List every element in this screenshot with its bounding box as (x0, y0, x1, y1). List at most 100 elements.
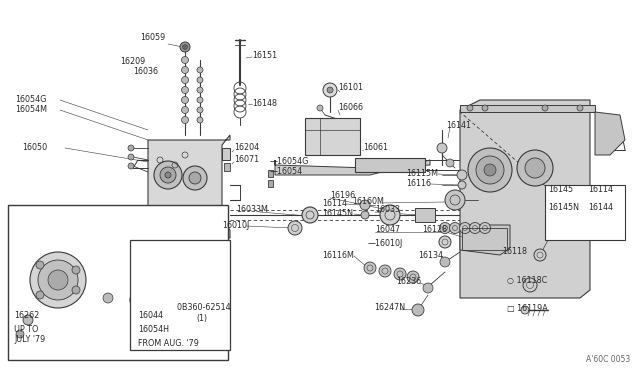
Polygon shape (595, 112, 625, 155)
Circle shape (407, 271, 419, 283)
Text: —16054: —16054 (270, 167, 303, 176)
Circle shape (103, 293, 113, 303)
Text: 16054G: 16054G (15, 96, 46, 105)
Circle shape (445, 190, 465, 210)
Circle shape (23, 315, 33, 325)
Circle shape (38, 260, 78, 300)
Text: 16066: 16066 (338, 103, 363, 112)
Text: 16145: 16145 (548, 186, 573, 195)
Text: 16151: 16151 (252, 51, 277, 60)
Text: FROM AUG. '79: FROM AUG. '79 (138, 340, 199, 349)
Circle shape (128, 145, 134, 151)
Text: 16061: 16061 (363, 144, 388, 153)
Text: JULY '79: JULY '79 (14, 336, 45, 344)
Circle shape (470, 222, 481, 234)
Text: 16071: 16071 (234, 155, 259, 164)
Circle shape (467, 105, 473, 111)
Circle shape (323, 83, 337, 97)
Text: A'60C 0053: A'60C 0053 (586, 356, 630, 365)
Circle shape (197, 67, 203, 73)
Circle shape (163, 253, 213, 303)
Circle shape (302, 207, 318, 223)
Bar (8, 205, 228, 360)
Text: 16247N: 16247N (374, 304, 405, 312)
Circle shape (577, 105, 583, 111)
Circle shape (48, 270, 68, 290)
Circle shape (165, 172, 171, 178)
Circle shape (182, 45, 188, 49)
Text: S: S (137, 295, 143, 305)
Text: 16101: 16101 (338, 83, 363, 93)
Circle shape (170, 260, 206, 296)
Bar (462, 228, 507, 250)
Circle shape (446, 159, 454, 167)
Text: 16010J: 16010J (222, 221, 249, 230)
Circle shape (525, 158, 545, 178)
Circle shape (182, 106, 189, 113)
Circle shape (412, 304, 424, 316)
Circle shape (457, 170, 467, 180)
Circle shape (288, 221, 302, 235)
Circle shape (360, 200, 370, 210)
Text: 0B360-62514: 0B360-62514 (172, 304, 230, 312)
Circle shape (36, 291, 44, 299)
Text: 16114: 16114 (588, 186, 613, 195)
Circle shape (317, 105, 323, 111)
Circle shape (189, 172, 201, 184)
Circle shape (440, 222, 451, 234)
Text: 16047: 16047 (375, 225, 400, 234)
Circle shape (521, 306, 529, 314)
Text: 16036: 16036 (133, 67, 158, 77)
Text: 16118: 16118 (502, 247, 527, 257)
Text: 16204: 16204 (234, 144, 259, 153)
Text: 16134: 16134 (418, 250, 443, 260)
Polygon shape (460, 105, 595, 112)
Circle shape (183, 166, 207, 190)
Bar (222, 148, 230, 160)
Text: UP TO: UP TO (14, 326, 38, 334)
Circle shape (128, 163, 134, 169)
Circle shape (72, 266, 80, 274)
Text: 16209: 16209 (120, 58, 145, 67)
Circle shape (197, 77, 203, 83)
Circle shape (160, 167, 176, 183)
Circle shape (197, 97, 203, 103)
Text: 16236: 16236 (396, 278, 421, 286)
Text: 16033M: 16033M (236, 205, 268, 215)
Circle shape (394, 268, 406, 280)
Circle shape (182, 96, 189, 103)
Circle shape (482, 105, 488, 111)
Circle shape (468, 148, 512, 192)
Circle shape (542, 105, 548, 111)
Bar (415, 208, 435, 222)
Circle shape (379, 265, 391, 277)
Circle shape (458, 181, 466, 189)
Bar (268, 170, 273, 177)
Circle shape (517, 150, 553, 186)
Bar (268, 180, 273, 187)
Text: 16116M: 16116M (322, 250, 354, 260)
Circle shape (182, 116, 189, 124)
Circle shape (440, 257, 450, 267)
Circle shape (449, 222, 461, 234)
Bar (163, 260, 213, 296)
Text: 16145N: 16145N (322, 208, 353, 218)
Circle shape (154, 161, 182, 189)
Bar (224, 163, 230, 171)
Text: 16114: 16114 (322, 199, 347, 208)
Circle shape (479, 222, 490, 234)
Text: 16196: 16196 (330, 192, 355, 201)
Circle shape (423, 283, 433, 293)
Polygon shape (153, 238, 225, 248)
Circle shape (197, 117, 203, 123)
Circle shape (197, 107, 203, 113)
Text: 16059: 16059 (140, 33, 165, 42)
Circle shape (182, 77, 189, 83)
Circle shape (361, 211, 369, 219)
Text: 16033: 16033 (375, 205, 400, 215)
Circle shape (460, 222, 470, 234)
Circle shape (534, 249, 546, 261)
Polygon shape (148, 135, 230, 238)
Circle shape (207, 286, 214, 294)
Bar (545, 185, 625, 240)
